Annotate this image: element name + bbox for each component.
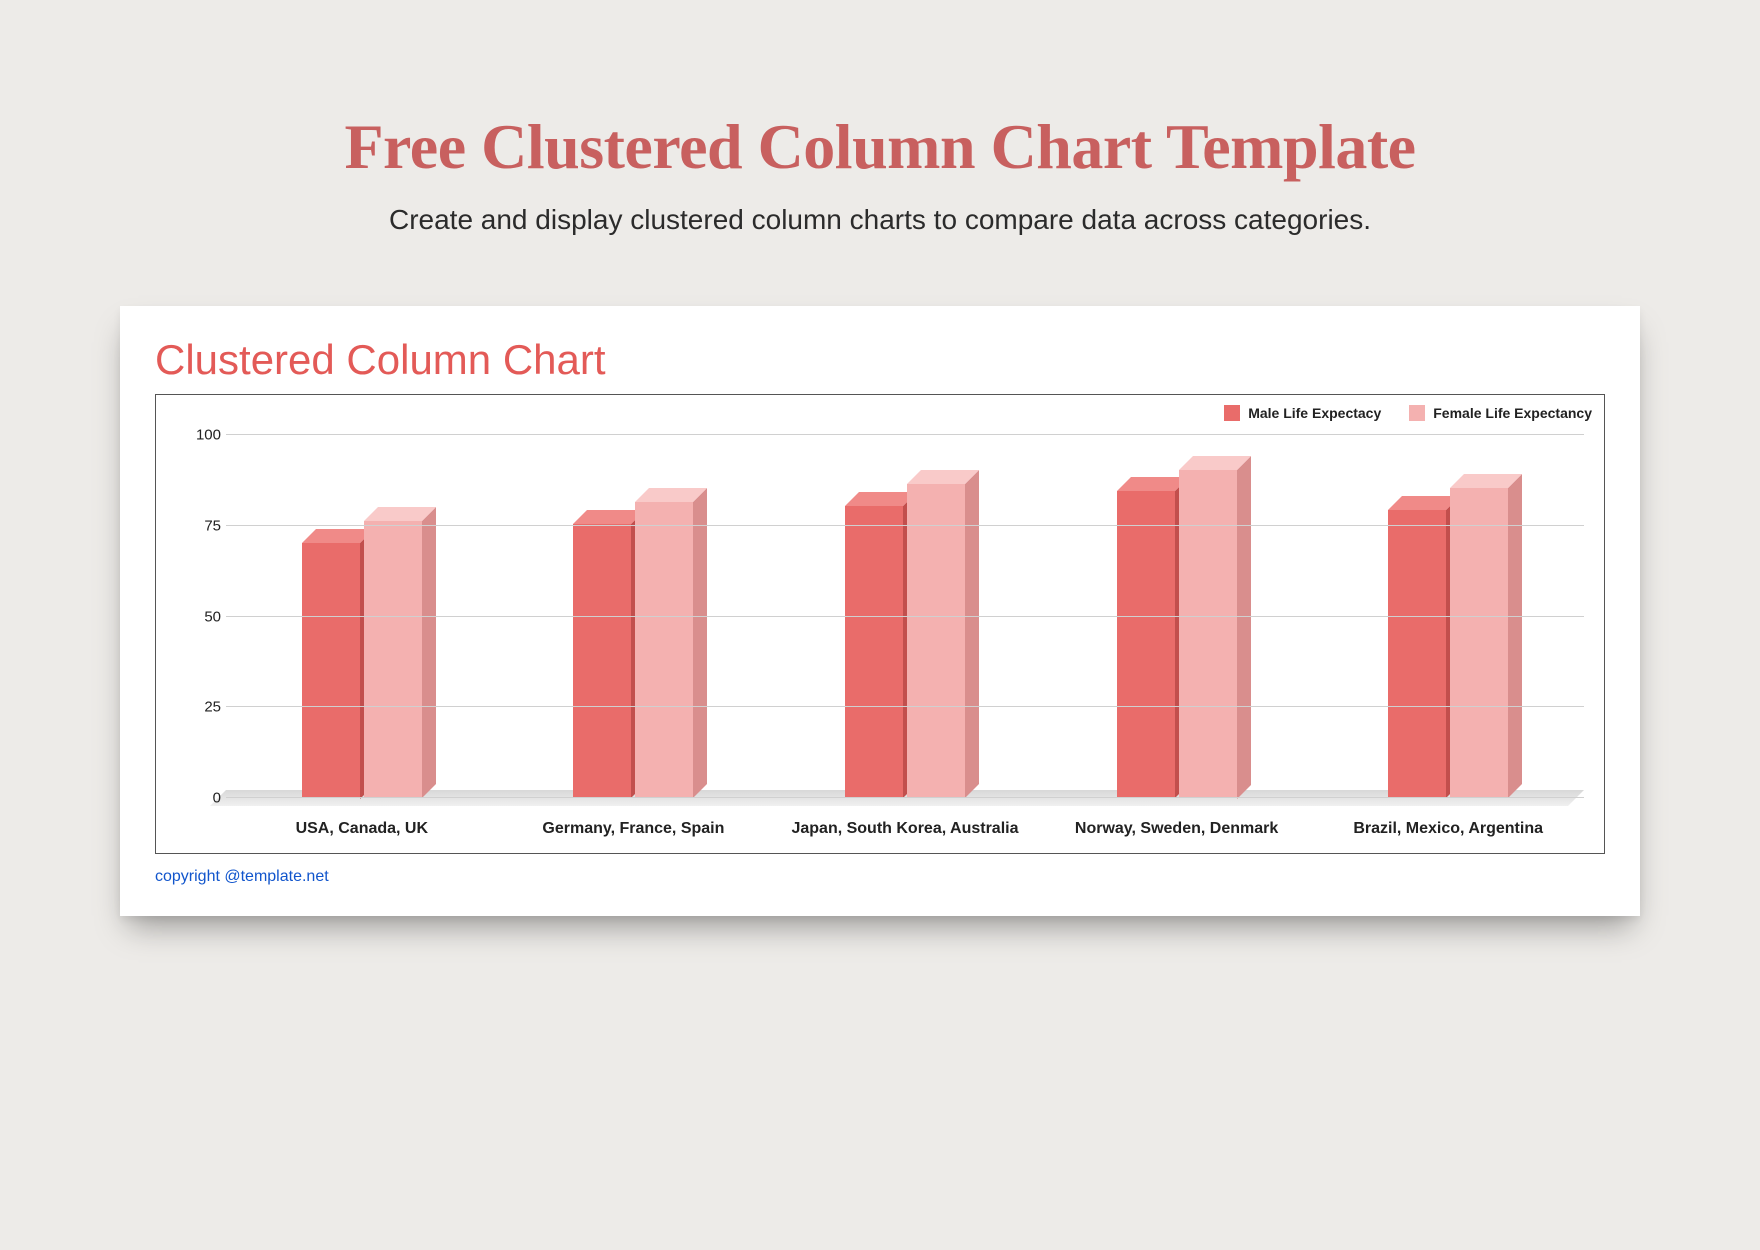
x-tick-label: Norway, Sweden, Denmark — [1041, 820, 1313, 838]
bar-front — [364, 521, 422, 798]
legend-item-0: Male Life Expectacy — [1224, 405, 1381, 421]
legend: Male Life Expectacy Female Life Expectan… — [1224, 405, 1592, 421]
x-axis-labels: USA, Canada, UKGermany, France, SpainJap… — [226, 820, 1584, 838]
bar — [302, 543, 360, 799]
bar-front — [845, 506, 903, 798]
bar-group — [1117, 470, 1237, 799]
y-tick-label: 75 — [181, 517, 221, 534]
bar-side — [965, 470, 979, 798]
x-tick-label: USA, Canada, UK — [226, 820, 498, 838]
bar-front — [1450, 488, 1508, 798]
y-tick-label: 100 — [181, 427, 221, 444]
bar-groups — [226, 435, 1584, 798]
bar-front — [573, 524, 631, 798]
bar-group — [845, 484, 965, 798]
bar-front — [1388, 510, 1446, 798]
bar — [1179, 470, 1237, 799]
grid-line — [226, 525, 1584, 526]
y-tick-label: 25 — [181, 699, 221, 716]
bar — [573, 524, 631, 798]
bar-group — [573, 502, 693, 798]
bar-front — [1179, 470, 1237, 799]
legend-label-0: Male Life Expectacy — [1248, 405, 1381, 421]
x-tick-label: Brazil, Mexico, Argentina — [1312, 820, 1584, 838]
chart-card: Clustered Column Chart Male Life Expecta… — [120, 306, 1640, 916]
y-tick-label: 0 — [181, 790, 221, 807]
grid-line — [226, 797, 1584, 798]
bar-front — [907, 484, 965, 798]
legend-swatch-1 — [1409, 405, 1425, 421]
bar — [364, 521, 422, 798]
bar — [1117, 491, 1175, 798]
grid-line — [226, 706, 1584, 707]
bar-front — [302, 543, 360, 799]
legend-item-1: Female Life Expectancy — [1409, 405, 1592, 421]
bar-front — [635, 502, 693, 798]
bar — [1388, 510, 1446, 798]
bar-side — [422, 507, 436, 798]
chart-title: Clustered Column Chart — [155, 336, 1605, 384]
bar — [845, 506, 903, 798]
copyright-text: copyright @template.net — [155, 868, 1605, 886]
plot-area: 0255075100 — [226, 435, 1584, 798]
bar — [635, 502, 693, 798]
bar-side — [693, 488, 707, 798]
bar — [1450, 488, 1508, 798]
grid-line — [226, 434, 1584, 435]
y-tick-label: 50 — [181, 608, 221, 625]
page-title: Free Clustered Column Chart Template — [0, 110, 1760, 184]
x-tick-label: Japan, South Korea, Australia — [769, 820, 1041, 838]
bar-side — [1237, 456, 1251, 799]
bar-group — [302, 521, 422, 798]
x-tick-label: Germany, France, Spain — [498, 820, 770, 838]
page-subtitle: Create and display clustered column char… — [0, 204, 1760, 236]
grid-line — [226, 616, 1584, 617]
legend-swatch-0 — [1224, 405, 1240, 421]
legend-label-1: Female Life Expectancy — [1433, 405, 1592, 421]
bar-side — [1508, 474, 1522, 798]
chart-frame: Male Life Expectacy Female Life Expectan… — [155, 394, 1605, 854]
bar-group — [1388, 488, 1508, 798]
bar-front — [1117, 491, 1175, 798]
bar — [907, 484, 965, 798]
